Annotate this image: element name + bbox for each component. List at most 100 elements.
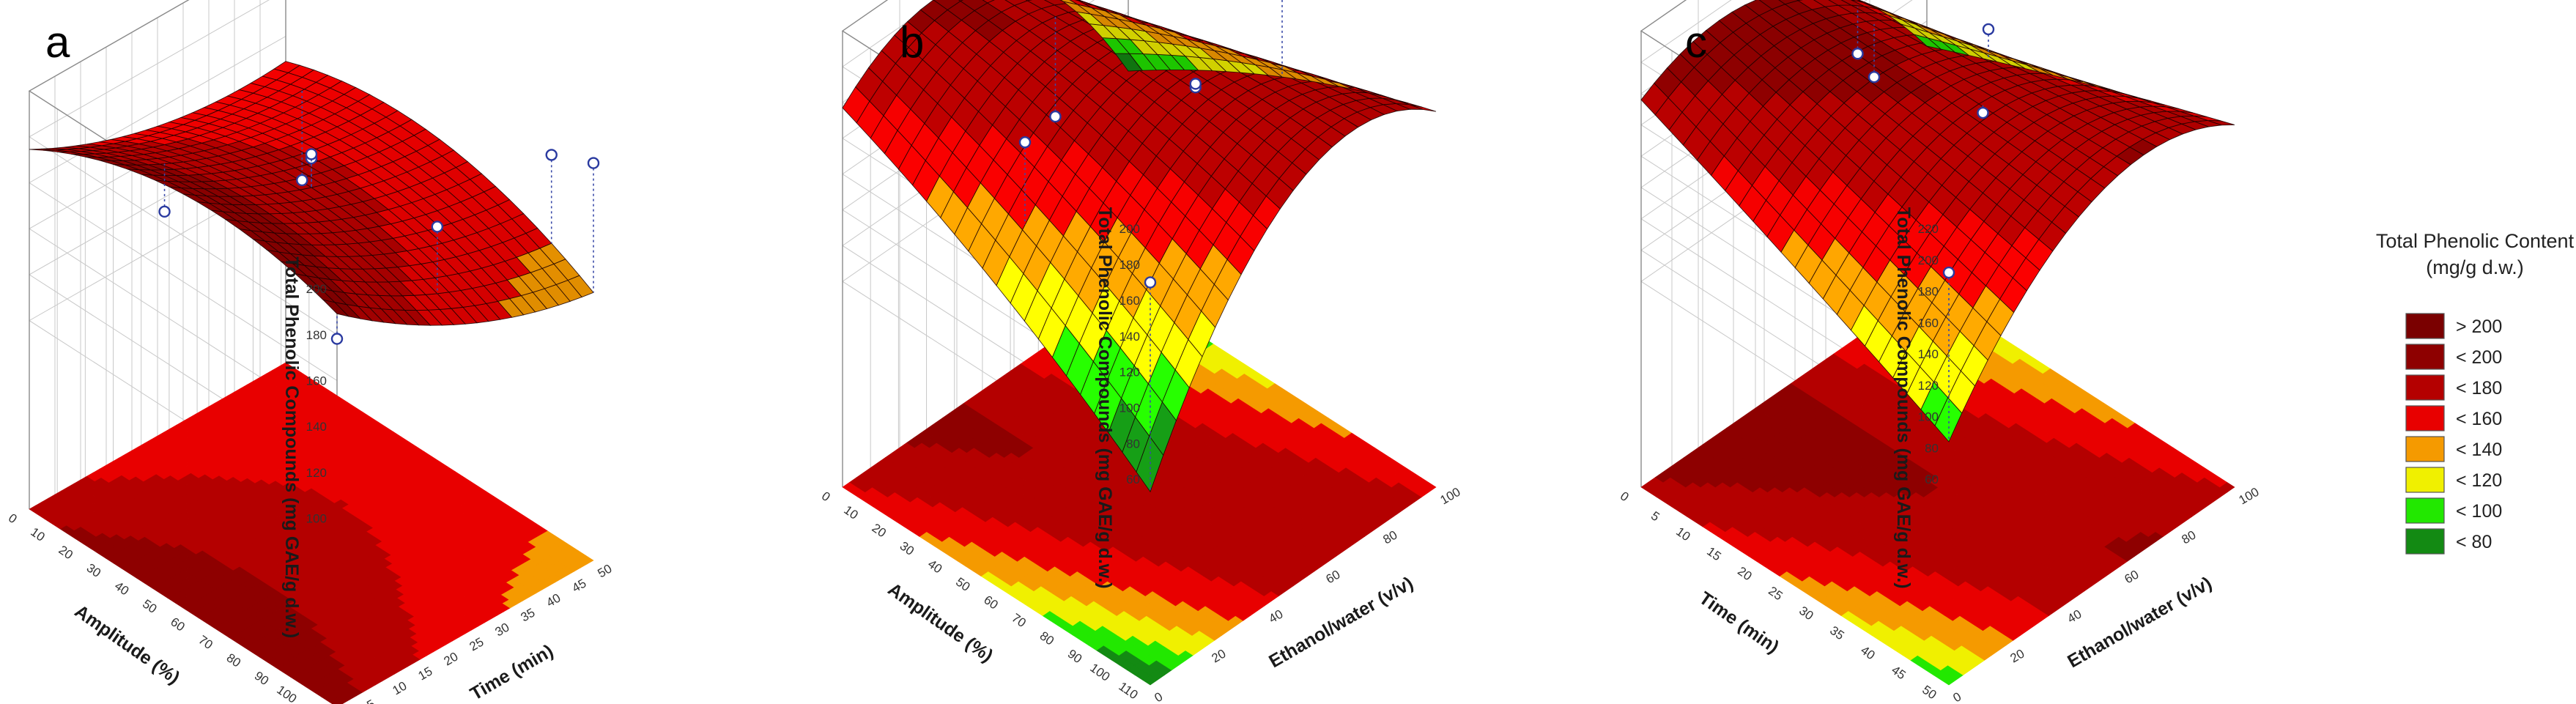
legend: Total Phenolic Content (mg/g d.w.) > 200… [2376,230,2575,555]
y-tick-label: 80 [224,651,243,670]
y-tick-label: 60 [981,593,1000,612]
z-tick-label: 220 [1918,222,1939,236]
legend-label: > 200 [2456,316,2502,337]
panel-label: b [900,18,924,67]
z-tick-label: 100 [1918,410,1939,424]
y-tick-label: 20 [870,521,889,540]
data-point [158,205,171,218]
x-tick-label: 40 [544,591,563,610]
z-tick-label: 160 [1119,294,1140,308]
data-point [1868,70,1881,84]
y-tick-label: 90 [1065,647,1084,666]
experimental-points [1851,7,1995,442]
x-tick-label: 50 [596,562,615,581]
y-tick-label: 100 [1087,661,1112,684]
panel-label: c [1685,18,1707,67]
z-tick-label: 200 [1119,222,1140,236]
z-tick-label: 140 [1119,330,1140,344]
x-tick-label: 80 [1381,528,1400,547]
y-axis-title: Amplitude (%) [71,601,184,688]
z-tick-label: 120 [306,466,327,480]
data-point [1144,276,1157,289]
x-tick-label: 20 [1210,647,1229,666]
data-point [1018,136,1032,149]
y-tick-label: 0 [6,511,20,526]
x-tick-label: 5 [365,697,378,704]
x-tick-label: 0 [1152,689,1166,704]
legend-item: < 180 [2405,374,2502,401]
y-axis-title: Amplitude (%) [884,579,997,666]
y-tick-label: 60 [168,615,187,634]
contour-floor [1640,289,2235,686]
y-tick-label: 35 [1827,623,1846,642]
legend-swatch [2405,405,2445,431]
legend-item: > 200 [2405,313,2502,339]
legend-label: < 200 [2456,347,2502,368]
y-tick-label: 30 [84,560,103,579]
y-tick-label: 30 [1796,604,1816,623]
y-tick-label: 80 [1037,629,1056,648]
y-tick-label: 70 [1009,611,1028,630]
y-tick-label: 5 [1648,508,1662,524]
z-tick-label: 60 [1925,473,1939,486]
legend-swatch [2405,528,2445,555]
data-point [431,221,444,233]
legend-label: < 140 [2456,440,2502,460]
z-tick-label: 120 [1119,366,1140,379]
legend-item: < 100 [2405,497,2502,524]
data-point [545,149,558,161]
x-tick-label: 15 [416,664,435,683]
legend-label: < 180 [2456,378,2502,399]
y-tick-label: 10 [28,525,47,544]
experimental-points [158,90,600,345]
z-tick-label: 180 [306,328,327,342]
y-tick-label: 0 [819,489,833,504]
legend-label: < 120 [2456,470,2502,491]
data-point [1977,106,1989,119]
x-tick-label: 40 [2065,607,2084,626]
y-tick-label: 10 [1673,525,1692,544]
surface-plot-b: 0204060801000102030405060708090100110608… [819,0,1463,704]
y-axis-title: Time (min) [1695,588,1783,657]
y-tick-label: 30 [897,538,917,557]
x-tick-label: 20 [442,650,461,669]
y-tick-label: 50 [953,575,972,594]
x-tick-label: 20 [2008,647,2027,666]
x-tick-label: 100 [1438,485,1463,508]
data-point [305,148,318,160]
z-tick-label: 100 [1119,401,1140,415]
y-tick-label: 90 [252,669,271,688]
data-point [1942,266,1955,279]
z-tick-label: 180 [1119,258,1140,272]
legend-swatch [2405,313,2445,339]
surface-plot-c: 0 20 40 60 80 100 0 5 10 15 20 25 30 35 40 45 50 60 80 100 1… [1618,0,2262,704]
y-tick-label: 50 [140,597,159,616]
z-axis-title: Total Phenolic Compounds (mg GAE/g d.w.) [1095,207,1115,589]
y-tick-label: 110 [303,701,327,704]
x-tick-label: 45 [570,577,589,596]
experimental-points [1018,0,1283,492]
z-tick-label: 60 [1126,473,1140,486]
legend-subtitle: (mg/g d.w.) [2426,256,2524,278]
data-point [1189,78,1202,90]
y-tick-label: 0 [1618,489,1632,504]
data-point [1851,48,1864,60]
x-tick-label: 35 [519,606,538,625]
legend-label: < 160 [2456,409,2502,429]
legend-swatch [2405,467,2445,493]
y-tick-label: 20 [56,543,75,562]
z-tick-label: 200 [306,282,327,296]
x-tick-label: 25 [467,635,486,654]
y-tick-label: 45 [1889,663,1908,682]
y-tick-label: 40 [1858,643,1877,662]
z-tick-label: 140 [1918,347,1939,361]
legend-swatch [2405,497,2445,524]
x-tick-label: 80 [2180,528,2199,547]
x-tick-label: 40 [1267,607,1286,626]
legend-swatch [2405,436,2445,462]
z-tick-label: 80 [1925,441,1939,455]
legend-title: Total Phenolic Content [2376,230,2575,252]
y-tick-label: 100 [274,683,299,704]
legend-item: < 120 [2405,467,2502,493]
